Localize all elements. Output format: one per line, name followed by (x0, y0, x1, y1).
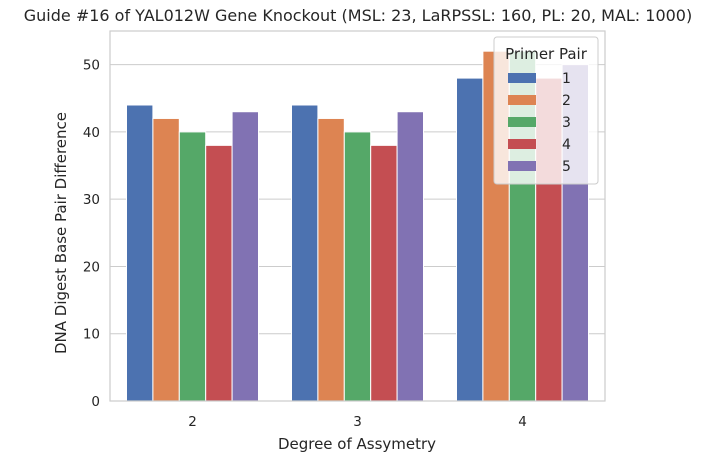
x-tick-label: 3 (353, 414, 362, 430)
legend-swatch-2 (508, 95, 536, 105)
legend-swatch-1 (508, 73, 536, 83)
legend-label-2: 2 (562, 93, 571, 109)
chart-title: Guide #16 of YAL012W Gene Knockout (MSL:… (24, 6, 692, 25)
legend-swatch-3 (508, 117, 536, 127)
bar-series-2-cat-2 (152, 117, 180, 402)
y-tick-label: 0 (91, 394, 100, 410)
x-tick-label: 4 (518, 414, 527, 430)
legend-label-1: 1 (562, 71, 571, 87)
y-tick-label: 30 (83, 192, 100, 208)
y-tick-label: 10 (83, 327, 100, 343)
y-tick-label: 20 (83, 259, 100, 275)
bar-series-5-cat-2 (231, 111, 260, 402)
legend: Primer Pair 1 2 3 4 5 (493, 36, 599, 185)
bar-series-5-cat-3 (396, 111, 425, 402)
legend-swatch-5 (508, 161, 536, 171)
x-tick-label: 2 (188, 414, 197, 430)
bar-series-4-cat-2 (205, 144, 233, 402)
x-axis-label: Degree of Assymetry (278, 435, 436, 453)
y-tick-label: 40 (83, 125, 100, 141)
bar-series-4-cat-3 (370, 144, 398, 402)
plot-area: 0 10 20 30 40 50 2 3 4 (83, 30, 606, 430)
y-axis-label: DNA Digest Base Pair Difference (52, 112, 70, 354)
legend-title: Primer Pair (505, 45, 588, 63)
legend-swatch-4 (508, 139, 536, 149)
bar-series-1-cat-4 (456, 77, 484, 402)
bar-series-1-cat-2 (126, 104, 154, 402)
legend-label-5: 5 (562, 159, 571, 175)
y-tick-label: 50 (83, 58, 100, 74)
legend-label-3: 3 (562, 115, 571, 131)
plot-frame (109, 30, 606, 402)
bar-series-3-cat-2 (178, 131, 207, 402)
bar-series-3-cat-3 (343, 131, 372, 402)
legend-label-4: 4 (562, 137, 571, 153)
bar-series-1-cat-3 (291, 104, 319, 402)
bar-series-2-cat-3 (317, 117, 345, 402)
